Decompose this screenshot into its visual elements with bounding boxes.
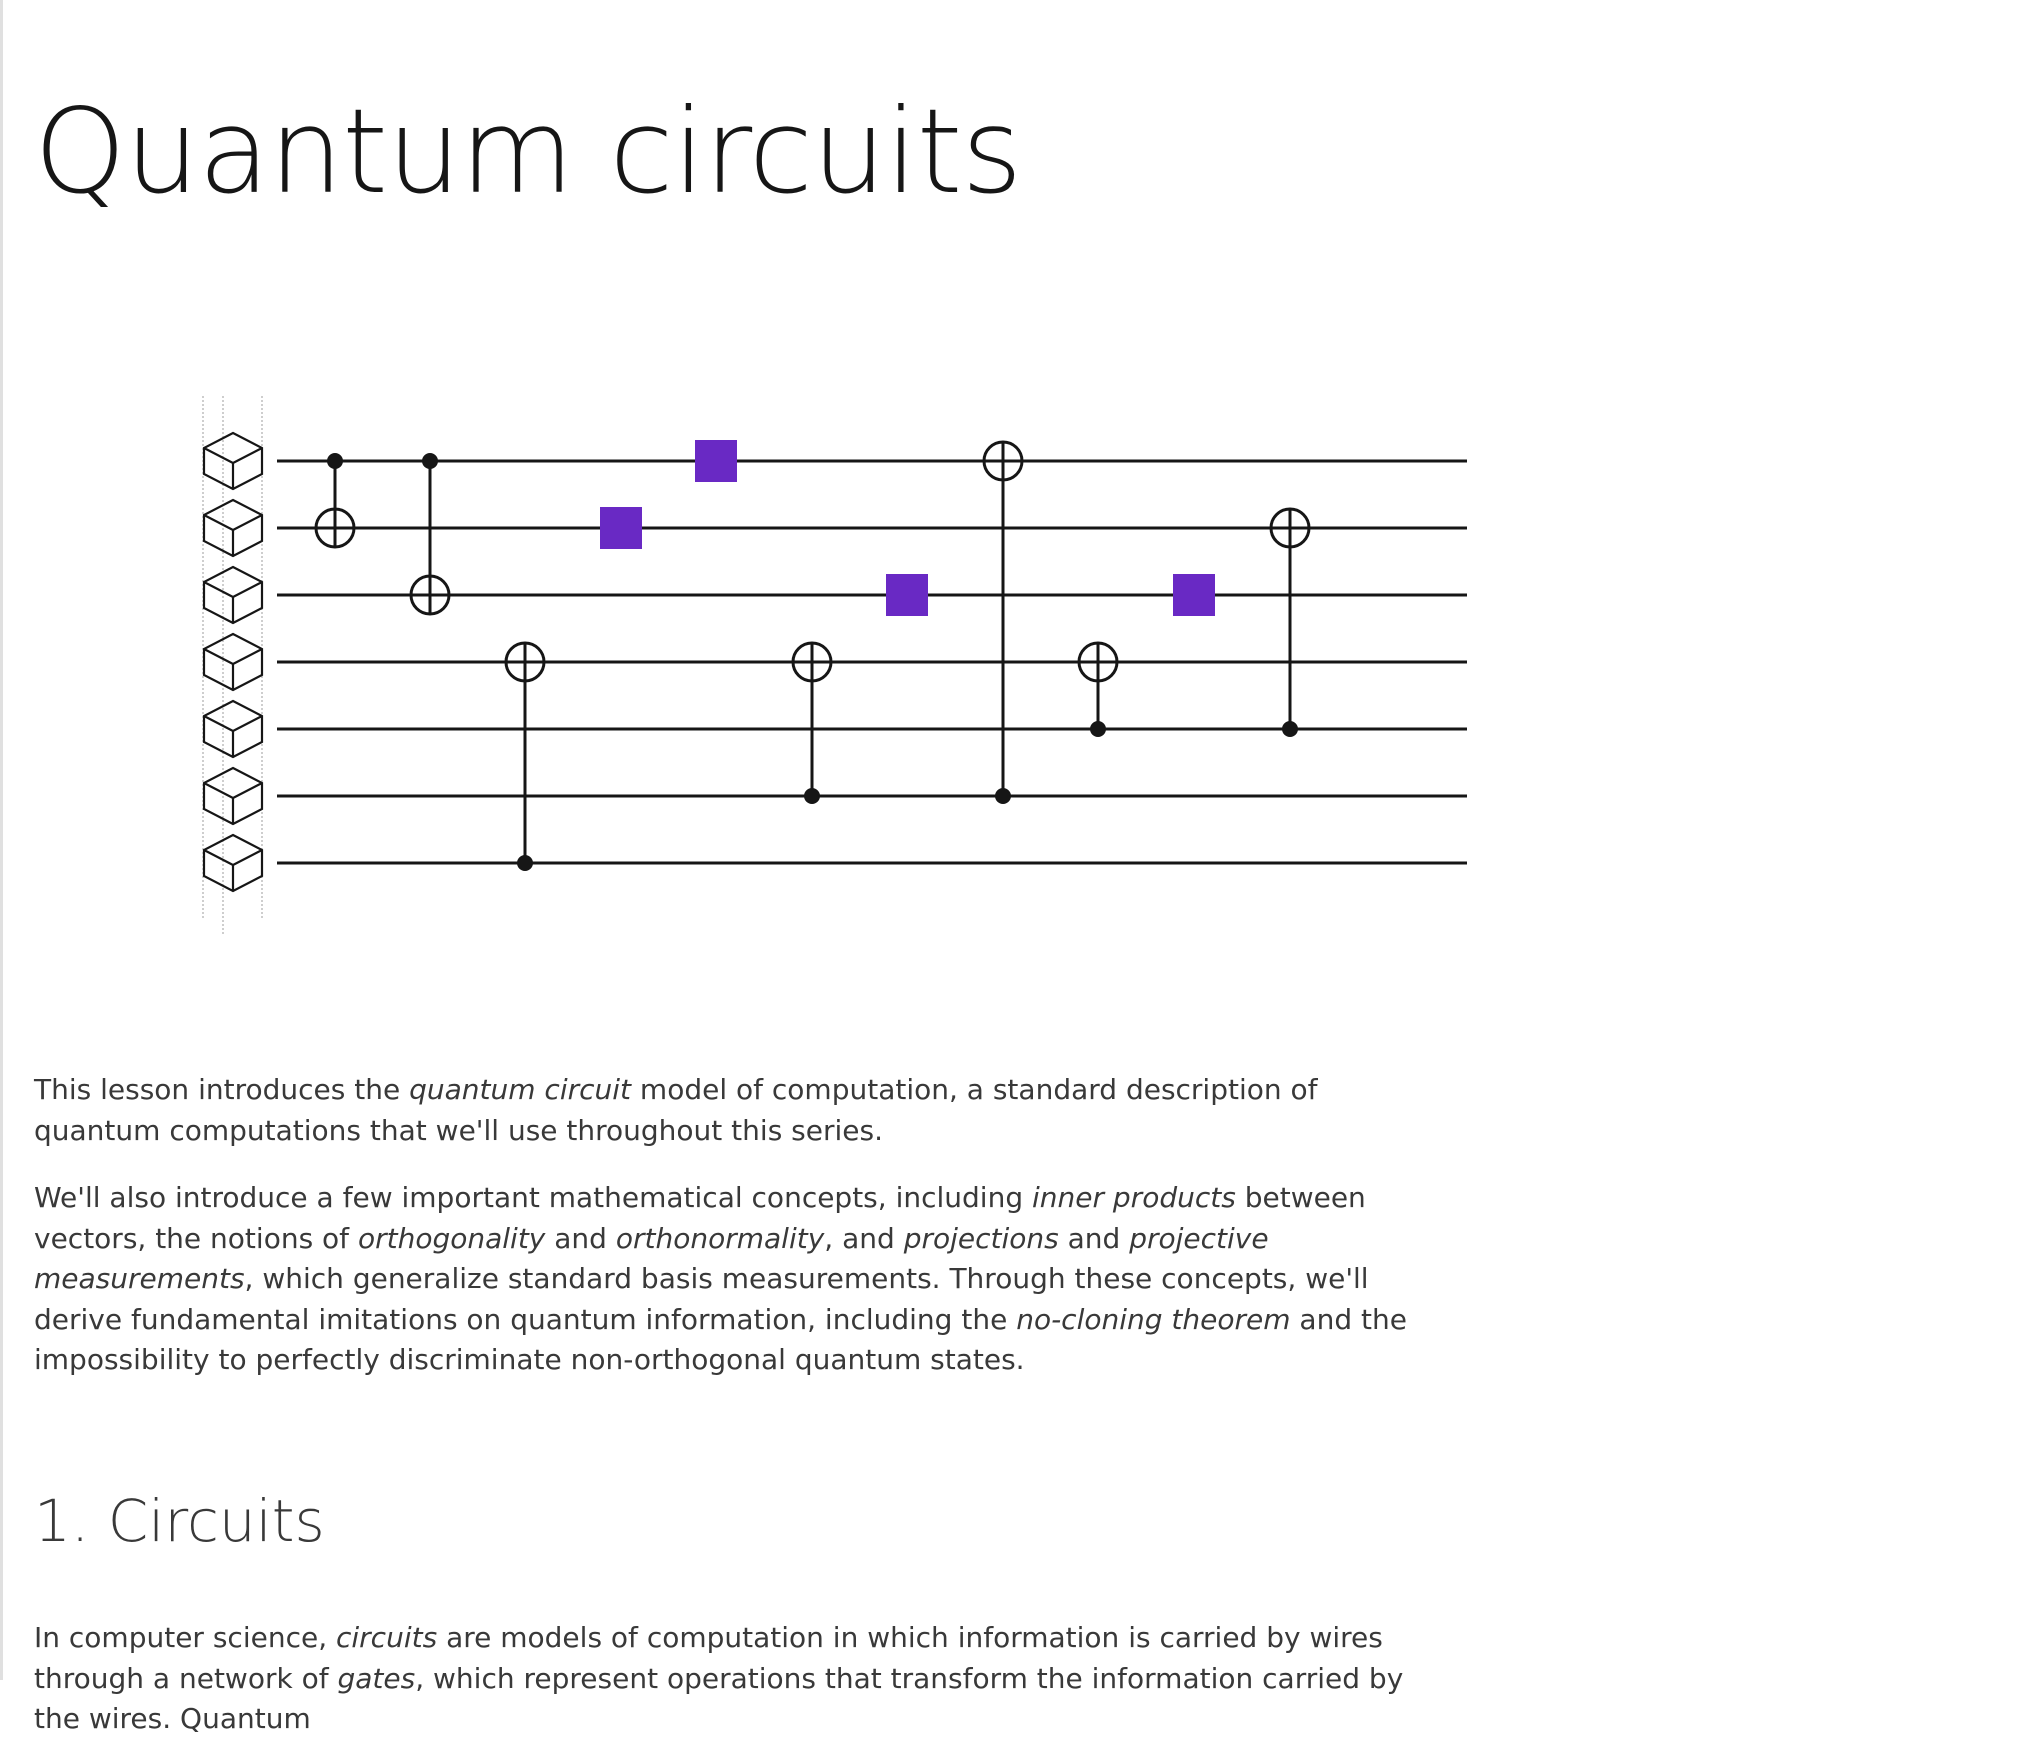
emphasis-quantum-circuit: quantum circuit xyxy=(409,1073,632,1106)
qubit-cube-icon xyxy=(202,498,264,558)
cube-outline xyxy=(202,431,264,491)
control-dot xyxy=(1090,721,1106,737)
page-left-border xyxy=(0,0,3,1680)
qubit-cube-icon xyxy=(202,565,264,625)
single-qubit-gate xyxy=(886,574,928,616)
text-span: We'll also introduce a few important mat… xyxy=(34,1181,1032,1214)
single-qubit-gate xyxy=(1173,574,1215,616)
intro-paragraph-2: We'll also introduce a few important mat… xyxy=(34,1178,1444,1381)
emphasis-orthogonality: orthogonality xyxy=(357,1221,546,1255)
qubit-cube-icon xyxy=(202,632,264,692)
control-dot xyxy=(1282,721,1298,737)
cube-outline xyxy=(202,498,264,558)
control-dot xyxy=(517,855,533,871)
qubit-cube-icon xyxy=(202,766,264,826)
text-span: This lesson introduces the xyxy=(34,1073,410,1106)
emphasis-orthonormality: orthonormality xyxy=(615,1221,825,1255)
cube-outline xyxy=(202,766,264,826)
text-span: between vectors, the notions of xyxy=(34,1181,1366,1255)
cube-outline xyxy=(202,699,264,759)
text-span: and xyxy=(545,1221,616,1255)
emphasis-no-cloning-theorem: no-cloning theorem xyxy=(1016,1302,1291,1336)
quantum-circuit-diagram xyxy=(202,396,1467,934)
text-span: and the impossibility to perfectly discr… xyxy=(34,1302,1407,1377)
intro-paragraph-1: This lesson introduces the quantum circu… xyxy=(34,1070,1444,1151)
control-dot xyxy=(804,788,820,804)
single-qubit-gate xyxy=(695,440,737,482)
emphasis-projections: projections xyxy=(903,1221,1059,1255)
qubit-cube-icon xyxy=(202,833,264,893)
emphasis-inner-products: inner products xyxy=(1032,1181,1236,1214)
text-span: , and xyxy=(824,1221,904,1255)
cube-outline xyxy=(202,565,264,625)
circuit-figure xyxy=(164,396,1484,934)
qubit-cube-icon xyxy=(202,431,264,491)
single-qubit-gate xyxy=(600,507,642,549)
section-1-paragraph-1: In computer science, circuits are models… xyxy=(34,1618,1444,1740)
control-dot xyxy=(995,788,1011,804)
text-span: In computer science, xyxy=(34,1621,336,1654)
text-span: and xyxy=(1058,1221,1130,1255)
emphasis-gates: gates xyxy=(337,1661,416,1695)
qubit-cube-icon xyxy=(202,699,264,759)
section-heading-circuits: 1. Circuits xyxy=(34,1487,325,1555)
control-dot xyxy=(327,453,343,469)
emphasis-projective-measurements: projective measurements xyxy=(34,1221,1269,1296)
cube-outline xyxy=(202,833,264,893)
text-span: model of computation, a standard descrip… xyxy=(34,1073,1318,1147)
page-title: Quantum circuits xyxy=(34,83,1022,220)
control-dot xyxy=(422,453,438,469)
emphasis-circuits: circuits xyxy=(336,1621,438,1654)
text-span: , which generalize standard basis measur… xyxy=(34,1262,1369,1336)
cube-outline xyxy=(202,632,264,692)
